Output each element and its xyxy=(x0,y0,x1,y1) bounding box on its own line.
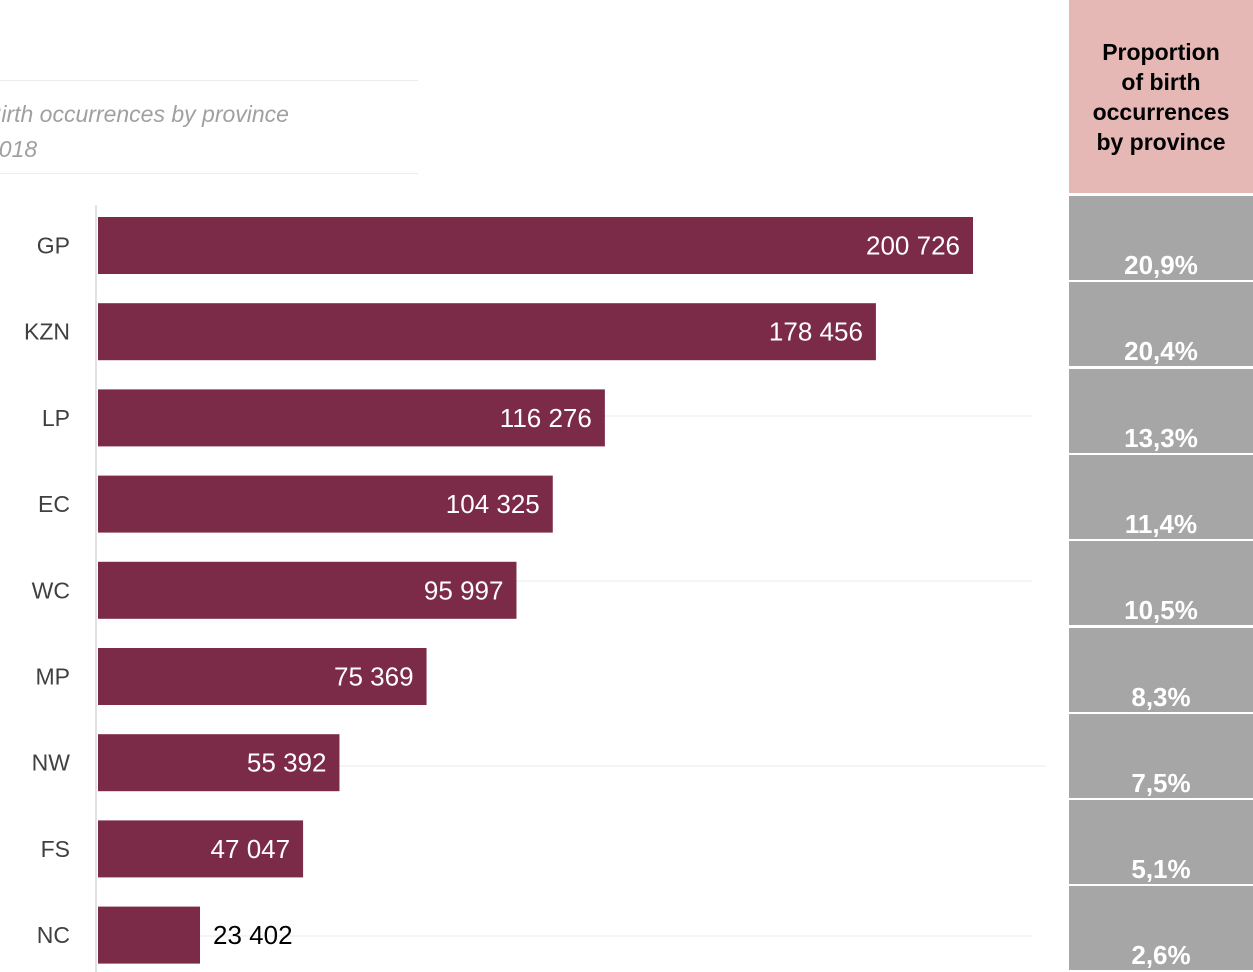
bar-nc xyxy=(98,906,201,964)
proportion-cell: 11,4% xyxy=(1069,454,1253,539)
value-label-fs: 47 047 xyxy=(211,834,291,864)
tick-label-nc: NC xyxy=(37,922,70,948)
proportion-value: 10,5% xyxy=(1124,595,1198,626)
bar-lp xyxy=(98,389,605,447)
proportion-value: 8,3% xyxy=(1131,681,1191,712)
bar-kzn xyxy=(98,303,876,361)
proportion-header: Proportion of birth occurrences by provi… xyxy=(1069,0,1253,193)
proportion-value: 20,4% xyxy=(1124,336,1198,367)
proportion-cell: 2,6% xyxy=(1069,886,1253,971)
tick-label-gp: GP xyxy=(37,233,70,259)
proportion-value: 11,4% xyxy=(1124,508,1198,539)
tick-label-mp: MP xyxy=(36,664,71,690)
bar-chart: GP 200 726 KZN 178 456 LP 116 276 EC 104 325 WC 9… xyxy=(24,205,1046,972)
proportion-value: 20,9% xyxy=(1124,250,1198,280)
proportion-cell: 20,9% xyxy=(1069,196,1253,280)
proportion-value: 13,3% xyxy=(1124,422,1198,453)
proportion-header-label: Proportion of birth occurrences by provi… xyxy=(1092,38,1230,155)
value-label-gp: 200 726 xyxy=(866,231,960,261)
tick-label-ec: EC xyxy=(38,491,70,517)
proportion-cell: 20,4% xyxy=(1069,282,1253,367)
bar-nw xyxy=(98,734,340,792)
chart-title-box xyxy=(0,80,418,174)
proportion-cell: 7,5% xyxy=(1069,713,1253,798)
tick-label-kzn: KZN xyxy=(24,319,70,345)
value-label-wc: 95 997 xyxy=(424,575,504,605)
tick-label-fs: FS xyxy=(41,836,70,862)
proportion-value: 7,5% xyxy=(1131,767,1191,798)
proportion-cell: 10,5% xyxy=(1069,541,1253,626)
tick-label-wc: WC xyxy=(32,577,70,603)
chart-title: Birth occurrences by province 2018 xyxy=(0,101,289,162)
bar-mp xyxy=(98,648,427,705)
proportion-value: 2,6% xyxy=(1131,940,1191,971)
bar-wc xyxy=(98,561,517,619)
proportion-cell: 8,3% xyxy=(1069,627,1253,712)
value-label-nw: 55 392 xyxy=(247,748,327,778)
value-label-kzn: 178 456 xyxy=(769,317,863,347)
bar-gp xyxy=(98,217,973,274)
tick-label-lp: LP xyxy=(42,405,70,431)
bar-ec xyxy=(98,475,553,533)
proportion-cell: 5,1% xyxy=(1069,800,1253,885)
proportion-cell: 13,3% xyxy=(1069,368,1253,453)
value-label-lp: 116 276 xyxy=(500,403,592,433)
tick-label-nw: NW xyxy=(32,750,71,776)
value-label-mp: 75 369 xyxy=(334,662,414,692)
bar-fs xyxy=(98,820,304,878)
value-label-nc: 23 402 xyxy=(213,920,293,950)
proportion-value: 5,1% xyxy=(1131,854,1191,885)
value-label-ec: 104 325 xyxy=(446,489,540,519)
